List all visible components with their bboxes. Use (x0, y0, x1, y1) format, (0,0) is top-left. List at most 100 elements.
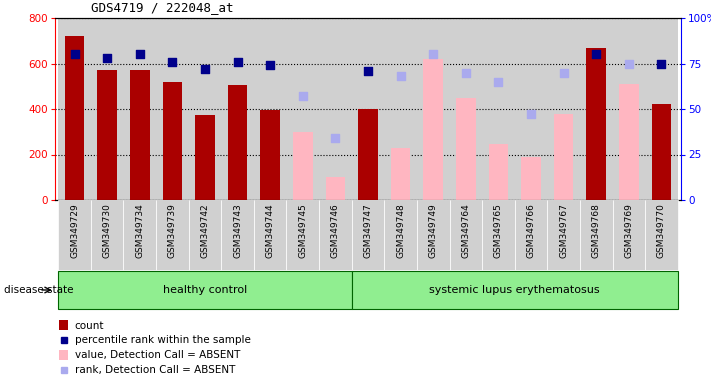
FancyBboxPatch shape (58, 271, 352, 309)
Bar (391, 148, 410, 200)
Bar (97, 70, 117, 200)
Text: GSM349744: GSM349744 (266, 204, 274, 258)
Text: GSM349734: GSM349734 (135, 204, 144, 258)
Bar (319, 18, 352, 200)
Bar (547, 18, 580, 200)
Point (460, 70, 471, 76)
Bar (652, 104, 671, 200)
Point (330, 135, 341, 141)
Point (591, 51, 602, 58)
Bar (221, 200, 254, 270)
Bar (515, 200, 547, 270)
Text: GSM349747: GSM349747 (363, 204, 373, 258)
Point (69, 51, 80, 58)
Text: GSM349745: GSM349745 (299, 204, 307, 258)
Bar (58, 200, 91, 270)
Text: GSM349748: GSM349748 (396, 204, 405, 258)
Bar (228, 85, 247, 200)
Text: healthy control: healthy control (163, 285, 247, 295)
Bar (613, 18, 645, 200)
Bar (449, 18, 482, 200)
Point (427, 51, 439, 58)
Text: GSM349749: GSM349749 (429, 204, 438, 258)
Text: GSM349764: GSM349764 (461, 204, 470, 258)
Point (232, 59, 243, 65)
Bar (554, 114, 573, 200)
Bar (293, 132, 313, 200)
Text: GSM349742: GSM349742 (201, 204, 210, 258)
Text: GSM349739: GSM349739 (168, 204, 177, 258)
Bar (163, 82, 182, 200)
Text: GSM349730: GSM349730 (102, 204, 112, 258)
Bar (456, 98, 476, 200)
Bar (326, 177, 345, 200)
Point (623, 60, 634, 66)
Bar (59, 350, 68, 359)
Bar (196, 115, 215, 200)
Bar (254, 18, 287, 200)
Point (134, 51, 146, 58)
Bar (156, 200, 188, 270)
Point (656, 60, 667, 66)
Bar (547, 200, 580, 270)
Text: systemic lupus erythematosus: systemic lupus erythematosus (429, 285, 600, 295)
Point (264, 62, 276, 68)
Bar (358, 109, 378, 200)
Point (525, 111, 537, 118)
Text: percentile rank within the sample: percentile rank within the sample (75, 335, 250, 345)
Point (493, 79, 504, 85)
Bar (91, 200, 124, 270)
Bar (58, 18, 91, 200)
Point (363, 68, 374, 74)
Bar (482, 200, 515, 270)
Text: GSM349729: GSM349729 (70, 204, 79, 258)
Bar (287, 200, 319, 270)
Bar (587, 48, 606, 200)
Bar (424, 59, 443, 200)
Bar (156, 18, 188, 200)
Point (558, 70, 570, 76)
Bar (385, 18, 417, 200)
Bar (580, 18, 613, 200)
Point (199, 66, 210, 72)
Bar (645, 200, 678, 270)
Bar (385, 200, 417, 270)
Bar (352, 200, 385, 270)
Point (395, 73, 406, 79)
Bar (221, 18, 254, 200)
Text: GSM349770: GSM349770 (657, 204, 666, 258)
Point (102, 55, 113, 61)
Text: GSM349766: GSM349766 (527, 204, 535, 258)
Bar (124, 18, 156, 200)
Bar (130, 70, 149, 200)
Bar (91, 18, 124, 200)
Bar (124, 200, 156, 270)
Text: GSM349743: GSM349743 (233, 204, 242, 258)
Text: GSM349769: GSM349769 (624, 204, 634, 258)
Bar (260, 110, 280, 200)
Bar (417, 200, 449, 270)
Bar (613, 200, 645, 270)
Bar (417, 18, 449, 200)
Bar (482, 18, 515, 200)
Bar (188, 18, 221, 200)
Text: rank, Detection Call = ABSENT: rank, Detection Call = ABSENT (75, 364, 235, 374)
Bar (449, 200, 482, 270)
Bar (580, 200, 613, 270)
Bar (352, 18, 385, 200)
Text: disease state: disease state (4, 285, 73, 295)
Text: GSM349765: GSM349765 (494, 204, 503, 258)
Bar (521, 157, 541, 200)
Bar (515, 18, 547, 200)
Text: GSM349746: GSM349746 (331, 204, 340, 258)
Bar (488, 144, 508, 200)
Bar (59, 321, 68, 330)
Bar (319, 200, 352, 270)
Point (297, 93, 309, 99)
Bar (619, 84, 638, 200)
Bar (254, 200, 287, 270)
Point (166, 59, 178, 65)
Text: GDS4719 / 222048_at: GDS4719 / 222048_at (90, 1, 233, 14)
Text: count: count (75, 321, 104, 331)
Bar (645, 18, 678, 200)
